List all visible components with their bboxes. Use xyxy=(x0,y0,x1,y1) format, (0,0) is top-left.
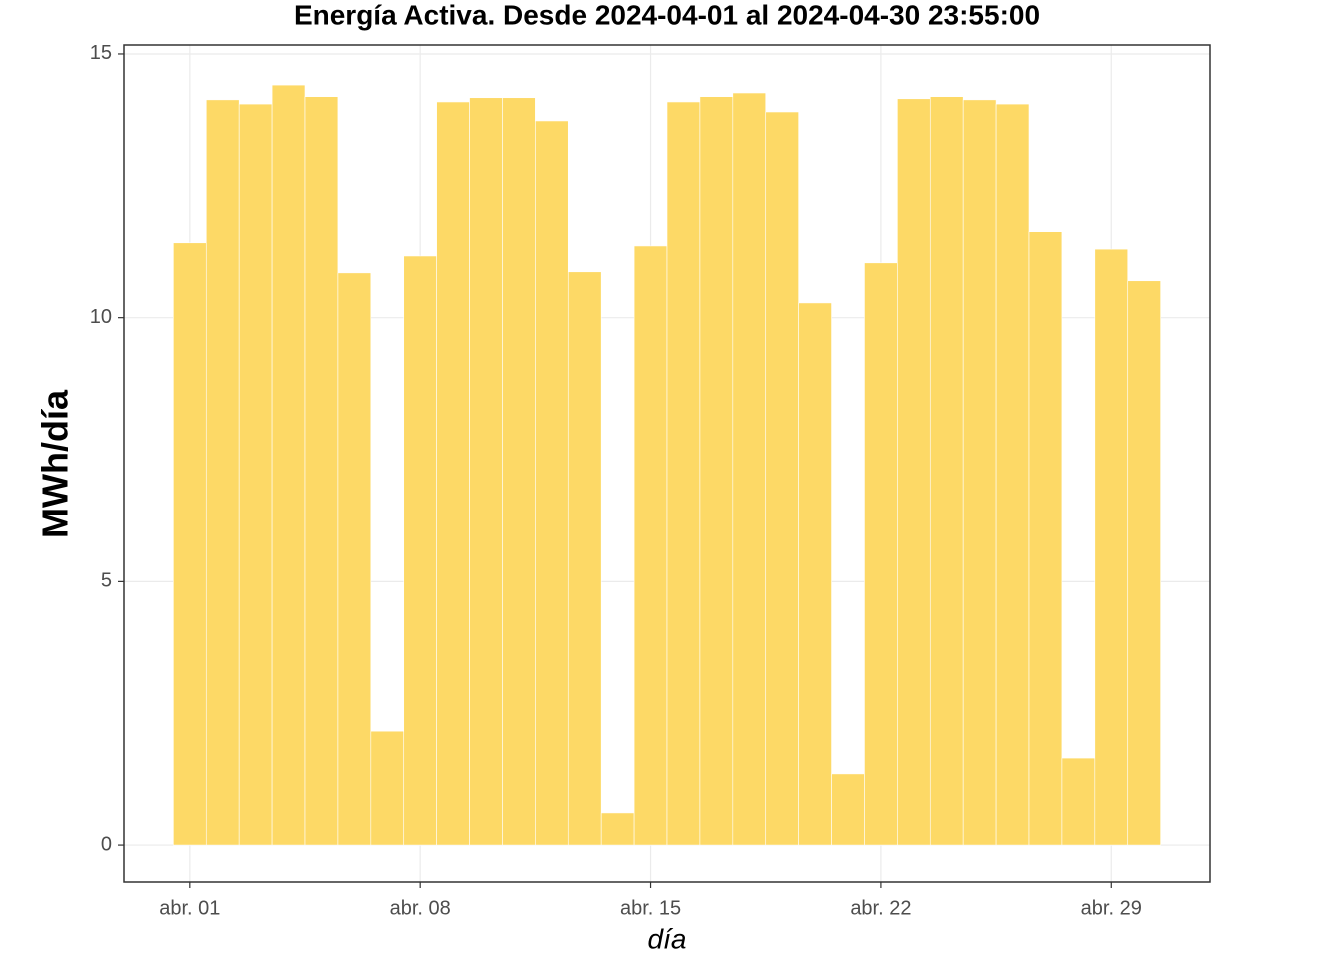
bar xyxy=(535,120,569,846)
bar xyxy=(436,101,470,846)
bar xyxy=(699,96,734,846)
x-tick-label: abr. 29 xyxy=(1081,897,1142,919)
bar xyxy=(403,255,437,846)
bar xyxy=(929,96,964,846)
bar xyxy=(205,99,240,846)
bar xyxy=(469,97,503,846)
bar xyxy=(897,98,931,846)
chart-title: Energía Activa. Desde 2024-04-01 al 2024… xyxy=(294,0,1040,30)
bar xyxy=(666,101,701,846)
x-tick-label: abr. 01 xyxy=(159,897,220,919)
y-tick-label: 10 xyxy=(90,306,112,328)
x-tick-label: abr. 22 xyxy=(850,897,911,919)
bar xyxy=(238,103,273,846)
bar xyxy=(995,103,1030,846)
bar xyxy=(1028,231,1063,846)
bar xyxy=(962,99,997,846)
bar xyxy=(337,272,372,846)
bar xyxy=(1094,248,1129,846)
bar xyxy=(304,96,339,846)
bar xyxy=(864,262,898,846)
y-tick-label: 5 xyxy=(101,570,112,592)
bar xyxy=(370,730,405,846)
bar xyxy=(798,302,832,846)
bar xyxy=(1061,757,1096,846)
bar xyxy=(567,271,602,846)
bar xyxy=(831,773,865,846)
plot-border xyxy=(123,44,1211,883)
bar xyxy=(271,84,306,846)
x-tick-label: abr. 08 xyxy=(390,897,451,919)
x-axis-label: día xyxy=(648,923,687,954)
bar xyxy=(600,812,635,846)
bar xyxy=(173,242,207,846)
x-tick-label: abr. 15 xyxy=(620,897,681,919)
bar xyxy=(765,111,799,846)
y-axis-label: MWh/día xyxy=(35,389,76,538)
bar xyxy=(1127,280,1161,846)
bar xyxy=(732,92,767,846)
bar xyxy=(633,245,668,846)
y-tick-label: 15 xyxy=(90,42,112,64)
bar xyxy=(502,97,536,846)
y-tick-label: 0 xyxy=(101,833,112,855)
